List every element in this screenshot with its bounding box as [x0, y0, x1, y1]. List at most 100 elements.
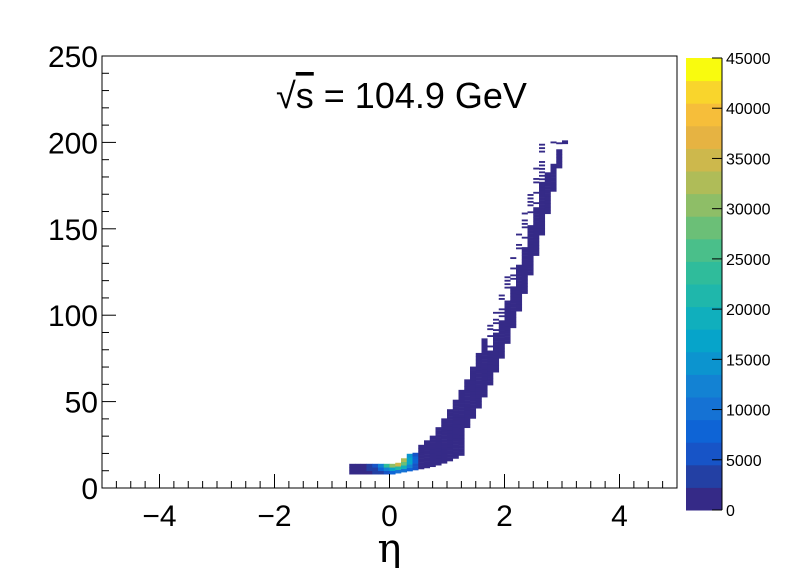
heatmap-cell	[424, 461, 431, 465]
heatmap-cell	[458, 414, 465, 418]
heatmap-cell	[424, 454, 431, 458]
heatmap-cell	[424, 443, 431, 448]
heatmap-cell	[544, 172, 551, 177]
heatmap-cell	[458, 407, 465, 411]
colorbar-tick-label: 25000	[726, 252, 771, 269]
heatmap-cell	[544, 182, 551, 187]
heatmap-cell	[458, 441, 465, 446]
heatmap-cell	[510, 314, 517, 318]
heatmap-cell	[447, 443, 454, 448]
heatmap-cell	[498, 298, 505, 300]
heatmap-cell	[447, 409, 454, 413]
heatmap-cell	[372, 463, 379, 468]
heatmap-cell	[389, 470, 396, 475]
heatmap-cell	[498, 337, 505, 342]
heatmap-cell	[452, 441, 459, 445]
heatmap-cell	[527, 271, 534, 276]
colorbar-segment	[686, 284, 722, 308]
heatmap-cell	[412, 466, 419, 471]
y-tick-label: 250	[48, 41, 98, 74]
heatmap-cell	[355, 467, 362, 472]
heatmap-cell	[521, 286, 528, 291]
x-tick-label: −2	[257, 500, 291, 533]
heatmap-cell	[447, 454, 454, 458]
heatmap-cell	[521, 236, 528, 239]
heatmap-cell	[521, 259, 528, 263]
heatmap-cell	[412, 452, 419, 457]
heatmap-cell	[458, 445, 465, 449]
heatmap-cell	[349, 470, 356, 475]
colorbar-segment	[686, 419, 722, 443]
heatmap-cell	[435, 461, 442, 466]
heatmap-cell	[516, 304, 523, 309]
heatmap-cell	[458, 417, 465, 422]
heatmap-cell	[550, 163, 557, 168]
heatmap-cell	[458, 403, 465, 408]
heatmap-cell	[533, 167, 540, 170]
heatmap-cell	[516, 273, 523, 277]
heatmap-cell	[556, 157, 563, 162]
heatmap-cell	[452, 430, 459, 435]
heatmap-cell	[470, 411, 477, 416]
heatmap-cell	[452, 444, 459, 449]
heatmap-cell	[504, 283, 511, 286]
heatmap-cell	[510, 257, 517, 260]
heatmap-cell	[516, 290, 523, 295]
heatmap-cell	[539, 164, 546, 167]
heatmap-cell	[539, 224, 546, 229]
heatmap-cell	[498, 320, 505, 325]
heatmap-cell	[498, 315, 505, 318]
heatmap-cell	[447, 457, 454, 462]
heatmap-cell	[493, 329, 500, 331]
heatmap-cell	[550, 174, 557, 178]
heatmap-cell	[441, 425, 448, 430]
heatmap-cell	[510, 274, 517, 277]
heatmap-cell	[498, 294, 505, 297]
y-tick-label: 200	[48, 127, 98, 160]
heatmap-cell	[401, 461, 408, 466]
heatmap-cell	[539, 221, 546, 226]
heatmap-cell	[487, 335, 494, 338]
heatmap-cell	[533, 234, 540, 239]
heatmap-cell	[533, 245, 540, 249]
heatmap-cell	[510, 293, 517, 298]
colorbar-segment	[686, 103, 722, 127]
heatmap-cell	[458, 410, 465, 415]
heatmap-cell	[412, 459, 419, 464]
heatmap-cell	[412, 463, 419, 467]
colorbar-segment	[686, 80, 722, 104]
heatmap-cell	[481, 390, 488, 394]
heatmap-cell	[441, 459, 448, 464]
heatmap-cell	[481, 379, 488, 384]
heatmap-cell	[452, 406, 459, 411]
heatmap-cell	[504, 305, 511, 310]
heatmap-cell	[516, 293, 523, 298]
heatmap-cell	[510, 317, 517, 322]
heatmap-cell	[533, 231, 540, 236]
heatmap-cell	[470, 383, 477, 388]
heatmap-cell	[533, 224, 540, 229]
heatmap-cell	[498, 341, 505, 345]
heatmap-cell	[487, 324, 494, 327]
heatmap-cell	[475, 394, 482, 399]
heatmap-cell	[539, 193, 546, 198]
heatmap-cell	[539, 200, 546, 205]
heatmap-cell	[521, 219, 528, 222]
heatmap-cell	[539, 167, 546, 170]
heatmap-cells	[349, 140, 569, 475]
heatmap-cell	[493, 322, 500, 325]
colorbar-tick-label: 0	[726, 503, 735, 520]
heatmap-cell	[487, 378, 494, 382]
heatmap-cell	[493, 311, 500, 314]
heatmap-cell	[544, 175, 551, 180]
heatmap-cell	[487, 381, 494, 386]
heatmap-cell	[539, 143, 546, 146]
heatmap-cell	[516, 264, 523, 267]
heatmap-cell	[395, 466, 402, 470]
x-axis-label: η	[378, 526, 402, 568]
heatmap-cell	[481, 352, 488, 356]
heatmap-cell	[533, 217, 540, 222]
heatmap-cell	[498, 311, 505, 314]
heatmap-cell	[470, 394, 477, 398]
heatmap-cell	[378, 470, 385, 475]
